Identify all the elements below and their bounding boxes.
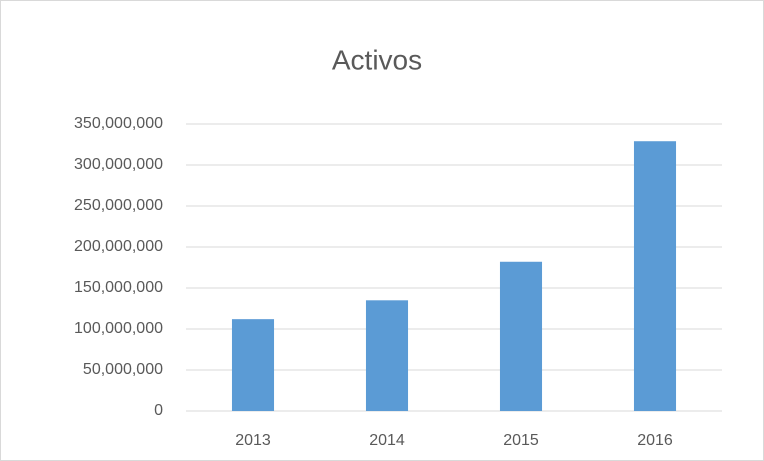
y-tick-label: 50,000,000 xyxy=(83,361,163,378)
x-tick-label: 2015 xyxy=(503,432,539,449)
y-tick-label: 300,000,000 xyxy=(74,156,163,173)
y-tick-label: 200,000,000 xyxy=(74,238,163,255)
bar xyxy=(365,300,409,411)
bar xyxy=(231,319,275,411)
y-tick-label: 150,000,000 xyxy=(74,279,163,296)
bar xyxy=(633,141,677,411)
chart-title: Activos xyxy=(332,44,422,75)
y-tick-label: 250,000,000 xyxy=(74,197,163,214)
x-tick-label: 2013 xyxy=(235,432,271,449)
x-tick-label: 2016 xyxy=(637,432,673,449)
y-tick-label: 350,000,000 xyxy=(74,115,163,132)
x-tick-label: 2014 xyxy=(369,432,405,449)
y-tick-label: 0 xyxy=(154,402,163,419)
y-tick-label: 100,000,000 xyxy=(74,320,163,337)
bar xyxy=(499,261,543,411)
